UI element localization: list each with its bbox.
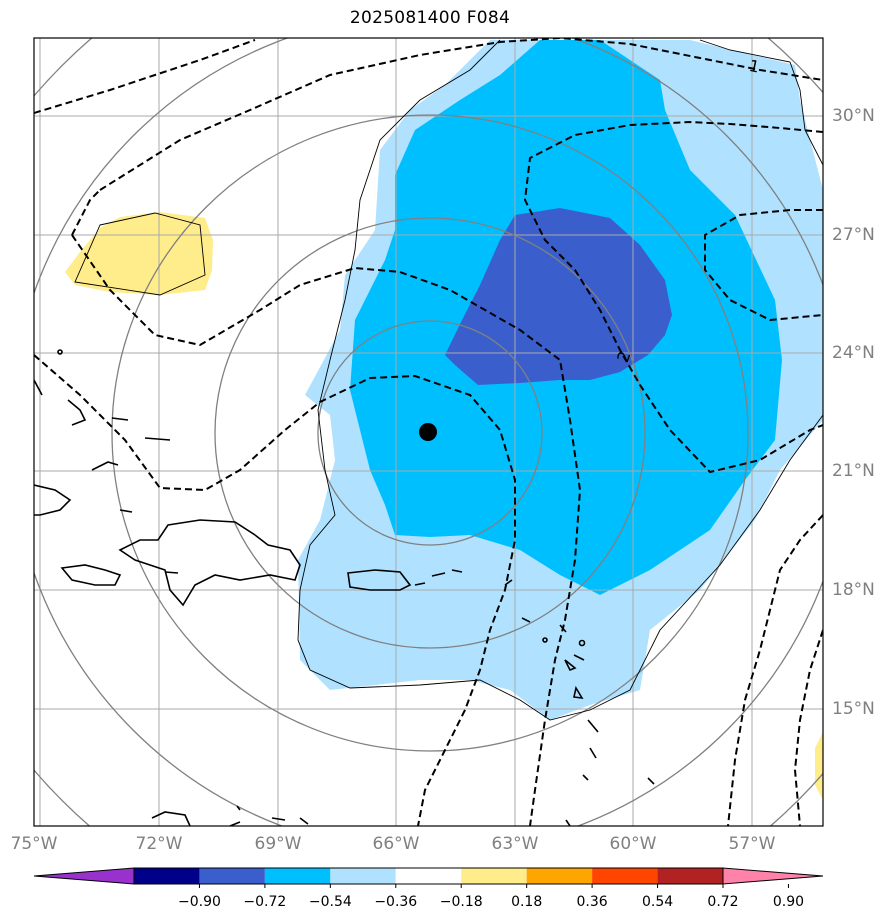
coast-lesser-d xyxy=(564,659,577,672)
storm-center-marker xyxy=(419,423,437,441)
coast-bahamas-c xyxy=(111,417,129,421)
shade-yellow-west xyxy=(65,212,213,295)
contour-label-1: 1 xyxy=(747,56,761,77)
dashed-contours xyxy=(34,38,823,826)
coast-south-e xyxy=(299,817,309,825)
coast-turks xyxy=(91,461,119,471)
coast-lesser-c xyxy=(559,624,567,633)
lat-label-30n: 30°N xyxy=(832,106,875,126)
lon-label-75w: 75°W xyxy=(10,834,58,854)
map-title: 2025081400 F084 xyxy=(349,8,511,28)
lat-label-15n: 15°N xyxy=(832,699,875,719)
coast-jamaica xyxy=(60,564,122,586)
colorbar-tick-label: −0.36 xyxy=(374,894,418,910)
coast-isle-b xyxy=(164,571,179,574)
coast-vi xyxy=(414,569,463,586)
shade-yellow-east xyxy=(815,732,823,800)
lon-label-72w: 72°W xyxy=(135,834,183,854)
colorbar-tick-label: 0.18 xyxy=(511,894,543,910)
coast-lesser-b xyxy=(521,617,531,623)
coast-puerto-rico xyxy=(347,569,412,591)
colorbar-tick-label: −0.90 xyxy=(177,894,221,910)
coast-lesser-f xyxy=(573,685,584,699)
coastlines xyxy=(34,349,655,826)
coast-lesser-h xyxy=(589,747,597,759)
colorbar-tick-label: 0.54 xyxy=(641,894,674,910)
coast-bahamas-b xyxy=(67,399,87,426)
lon-label-69w: 69°W xyxy=(254,834,302,854)
coast-lesser-j xyxy=(647,777,655,785)
coast-hispaniola xyxy=(118,519,301,607)
coast-south-d xyxy=(271,817,286,821)
colorbar-tick-label: −0.18 xyxy=(439,894,483,910)
colorbar-tick-label: 0.36 xyxy=(576,894,608,910)
yellow-area-outline xyxy=(74,212,206,296)
coast-south-f xyxy=(565,819,571,826)
coast-lesser-a xyxy=(504,579,513,586)
lon-label-66w: 66°W xyxy=(372,834,420,854)
colorbar-tick-label: −0.72 xyxy=(243,894,287,910)
coast-lesser-e xyxy=(573,654,585,661)
envelope-contour xyxy=(297,39,823,721)
colorbar-tick-label: 0.72 xyxy=(707,894,739,910)
lat-label-18n: 18°N xyxy=(832,580,875,600)
coast-bahamas-d xyxy=(144,437,171,441)
coast-dot-b xyxy=(542,637,548,643)
lon-label-63w: 63°W xyxy=(491,834,539,854)
coast-dot-a xyxy=(57,349,63,355)
coast-lesser-i xyxy=(582,774,589,781)
lat-label-24n: 24°N xyxy=(832,343,875,363)
lon-label-57w: 57°W xyxy=(728,834,776,854)
coast-south-b xyxy=(229,821,241,826)
lat-label-21n: 21°N xyxy=(832,461,875,481)
coast-isle-a xyxy=(119,509,133,513)
colorbar-tick-label: −0.54 xyxy=(308,894,352,910)
gridlines xyxy=(34,38,823,826)
coast-lesser-g xyxy=(587,719,599,733)
coast-south-c xyxy=(236,805,241,811)
colorbar-tick-label: 0.90 xyxy=(772,894,805,910)
lon-label-60w: 60°W xyxy=(609,834,657,854)
coast-south-a xyxy=(151,811,191,826)
coast-bahamas-a xyxy=(34,379,43,396)
lat-label-27n: 27°N xyxy=(832,225,875,245)
map-frame xyxy=(33,37,824,827)
coast-cuba-east xyxy=(34,484,72,516)
coast-dot-c xyxy=(578,639,586,647)
